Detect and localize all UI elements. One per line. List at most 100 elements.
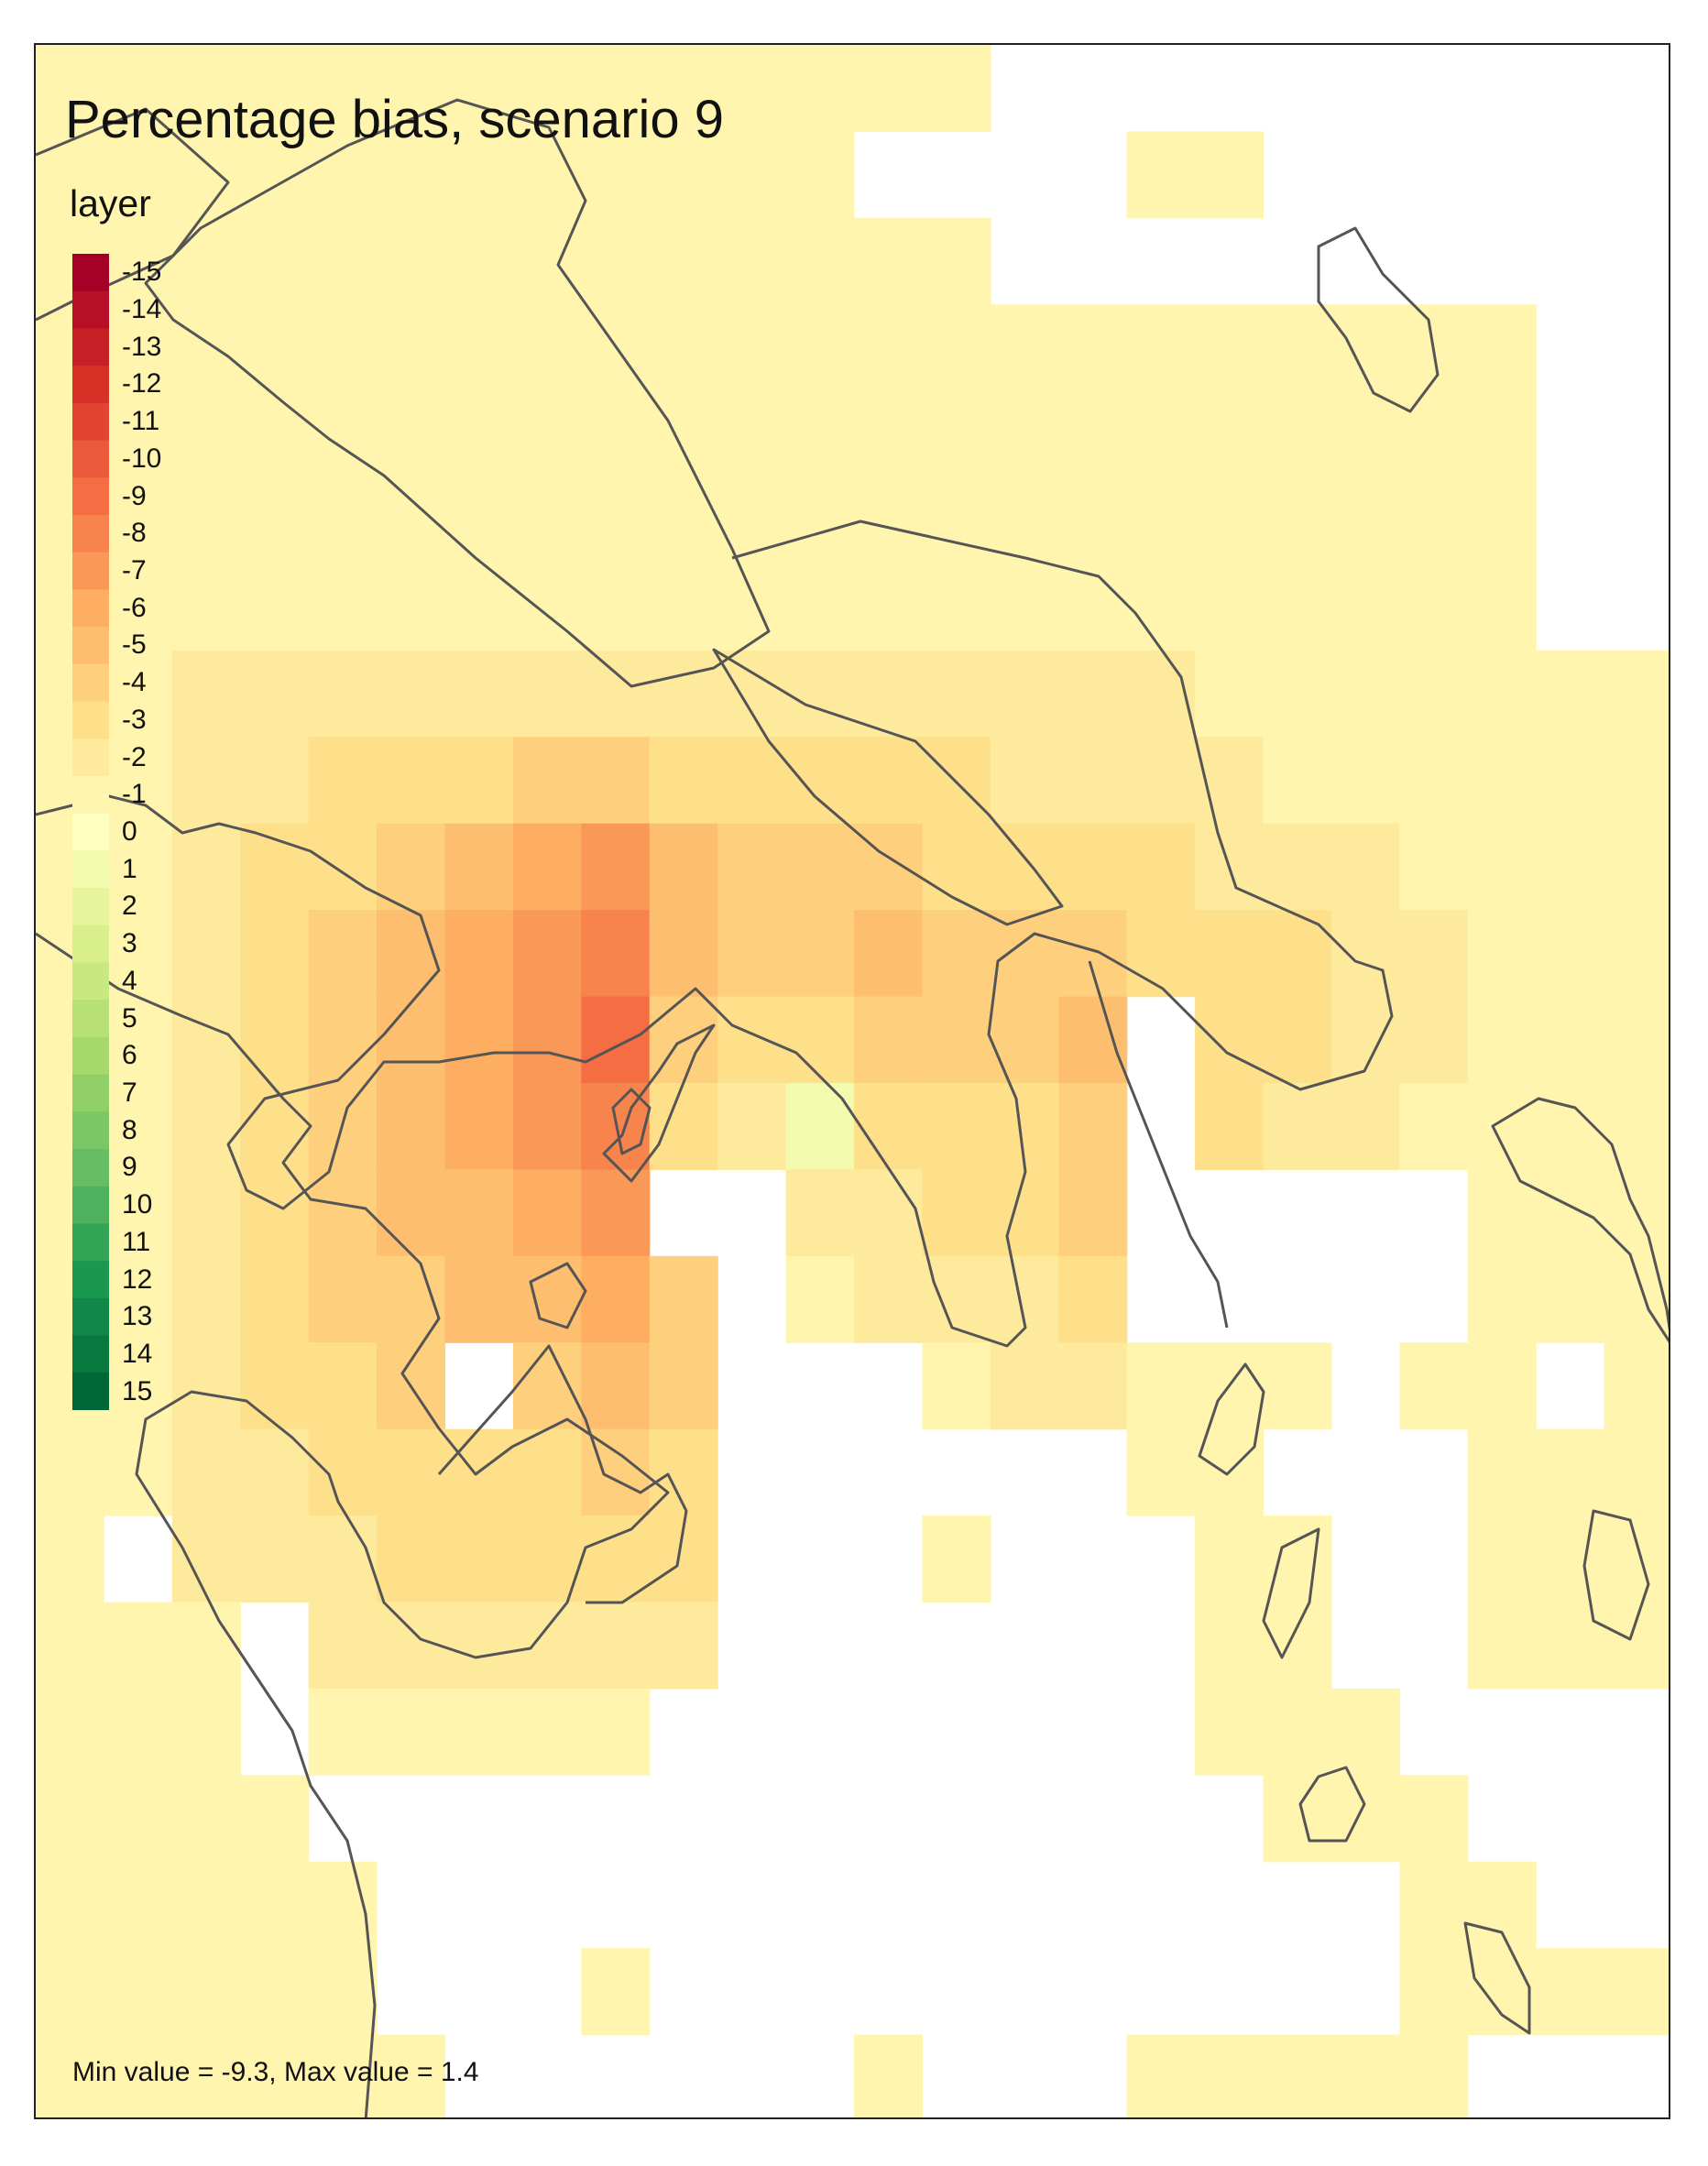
legend-label: -6 — [122, 592, 147, 623]
raster-cell — [854, 1255, 924, 1343]
raster-cell — [171, 1775, 241, 1863]
raster-cell — [990, 650, 1059, 738]
raster-cell — [444, 131, 514, 219]
raster-cell — [581, 45, 651, 133]
raster-cell — [1604, 650, 1669, 738]
raster-cell — [171, 217, 241, 305]
raster-cell — [240, 304, 310, 392]
raster-cell — [1330, 390, 1400, 478]
raster-cell — [444, 390, 514, 478]
raster-cell — [717, 996, 787, 1084]
raster-cell — [1604, 910, 1669, 998]
raster-cell — [785, 304, 855, 392]
legend-label: 14 — [122, 1338, 153, 1369]
raster-cell — [1195, 1688, 1265, 1776]
raster-cell — [1604, 996, 1669, 1084]
raster-cell — [649, 1342, 718, 1430]
legend-swatch — [72, 1074, 109, 1112]
raster-cell — [1467, 650, 1537, 738]
legend-label: 7 — [122, 1077, 137, 1108]
raster-cell — [649, 390, 718, 478]
raster-cell — [581, 1342, 651, 1430]
raster-cell — [512, 1169, 582, 1257]
raster-cell — [240, 563, 310, 651]
raster-cell — [854, 823, 924, 911]
raster-cell — [785, 1083, 855, 1171]
raster-cell — [377, 737, 446, 825]
legend-label: -11 — [122, 406, 160, 437]
legend-label: -1 — [122, 779, 147, 810]
raster-cell — [922, 650, 991, 738]
raster-cell — [581, 1688, 651, 1776]
raster-cell — [785, 1169, 855, 1257]
coastline-south-west — [36, 932, 670, 2117]
raster-cell — [1330, 1688, 1400, 1776]
raster-cell — [171, 131, 241, 219]
raster-cell — [649, 910, 718, 998]
raster-cell — [377, 1083, 446, 1171]
raster-cell — [240, 910, 310, 998]
legend-label: 8 — [122, 1114, 137, 1145]
legend-swatch — [72, 589, 109, 628]
raster-cell — [1058, 390, 1128, 478]
coastline-east-peninsula — [1088, 960, 1229, 1329]
legend-label: -14 — [122, 294, 162, 325]
raster-cell — [512, 737, 582, 825]
raster-cell — [444, 1255, 514, 1343]
raster-cell — [717, 1083, 787, 1171]
legend-label: 15 — [122, 1375, 153, 1406]
raster-cell — [1399, 1342, 1469, 1430]
raster-cell — [1467, 1428, 1537, 1516]
raster-cell — [1330, 563, 1400, 651]
raster-cell — [36, 131, 105, 219]
legend-label: -2 — [122, 741, 147, 772]
legend-label: -15 — [122, 257, 162, 288]
raster-cell — [377, 1515, 446, 1603]
raster-cell — [785, 390, 855, 478]
raster-cell — [308, 1342, 378, 1430]
raster-cell — [1399, 2034, 1469, 2117]
raster-cell — [512, 823, 582, 911]
raster-cell — [854, 910, 924, 998]
raster-cell — [1467, 1255, 1537, 1343]
raster-cell — [1058, 650, 1128, 738]
raster-cell — [1536, 1169, 1605, 1257]
raster-cell — [922, 1169, 991, 1257]
raster-cell — [581, 823, 651, 911]
raster-cell — [444, 1515, 514, 1603]
raster-cell — [854, 390, 924, 478]
raster-cell — [1330, 910, 1400, 998]
legend-swatch — [72, 1335, 109, 1373]
raster-cell — [104, 2034, 173, 2117]
raster-cell — [308, 45, 378, 133]
raster-cell — [1058, 996, 1128, 1084]
legend-label: 0 — [122, 816, 137, 847]
legend-swatch — [72, 888, 109, 926]
raster-cell — [1399, 650, 1469, 738]
raster-cell — [171, 737, 241, 825]
legend-swatch — [72, 1149, 109, 1187]
raster-cell — [171, 823, 241, 911]
raster-cell — [1126, 2034, 1196, 2117]
raster-cell — [1467, 910, 1537, 998]
island-small-gulf — [611, 1088, 651, 1155]
legend-swatch — [72, 663, 109, 703]
raster-cell — [240, 650, 310, 738]
raster-cell — [377, 2034, 446, 2117]
raster-cell — [171, 477, 241, 565]
legend-swatch — [72, 440, 109, 478]
island-south-east-2 — [1582, 1509, 1650, 1641]
raster-cell — [512, 563, 582, 651]
raster-cell — [1399, 996, 1469, 1084]
raster-cell — [1604, 1948, 1669, 2036]
raster-cell — [1263, 563, 1332, 651]
raster-cell — [1263, 996, 1332, 1084]
raster-cell — [1536, 1515, 1605, 1603]
raster-cell — [104, 390, 173, 478]
raster-cell — [308, 304, 378, 392]
raster-cell — [990, 477, 1059, 565]
raster-cell — [1536, 1948, 1605, 2036]
raster-cell — [581, 1428, 651, 1516]
raster-cell — [1195, 650, 1265, 738]
raster-cell — [1058, 737, 1128, 825]
